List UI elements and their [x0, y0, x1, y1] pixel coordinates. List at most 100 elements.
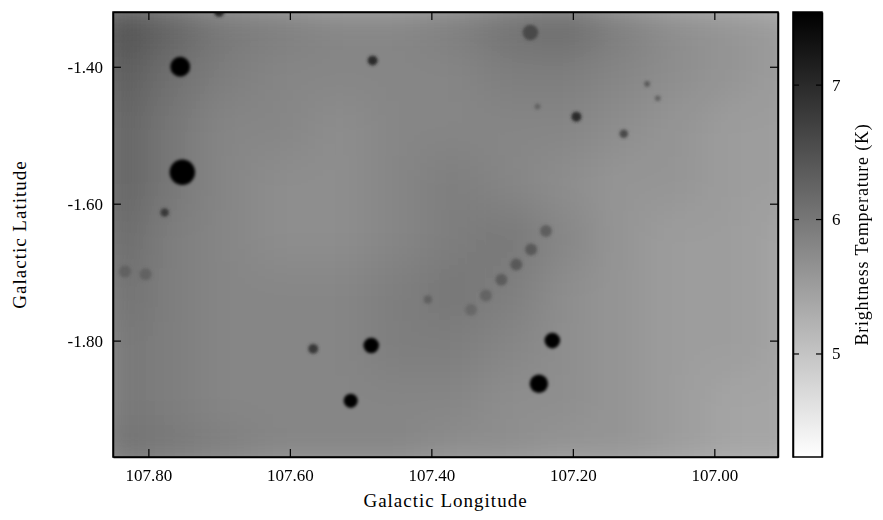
cell: [764, 320, 778, 375]
tick-label: 107.20: [550, 466, 597, 485]
cell: [311, 211, 368, 266]
axis-line: [822, 13, 824, 458]
source: [424, 295, 432, 303]
cell: [651, 375, 708, 430]
cell: [368, 211, 425, 266]
cell: [764, 12, 778, 47]
cell: [311, 156, 368, 211]
cell: [764, 101, 778, 156]
source: [170, 57, 190, 77]
tick-label: 7: [832, 76, 841, 95]
tick-mark: [816, 353, 822, 354]
cell: [311, 430, 368, 457]
cell: [254, 46, 311, 101]
cell: [537, 156, 594, 211]
cell: [707, 265, 764, 320]
source: [308, 344, 318, 354]
source: [344, 394, 358, 408]
tick: [793, 85, 799, 86]
cell: [651, 46, 708, 101]
x-axis: 107.80107.60107.40107.20107.00: [114, 449, 779, 485]
cell: [141, 320, 198, 375]
tick: 107.00: [691, 449, 738, 485]
cell: [311, 265, 368, 320]
tick-label: -1.80: [68, 332, 103, 351]
cell: [707, 211, 764, 266]
cell: [254, 265, 311, 320]
y-axis-right: [770, 13, 779, 458]
cell: [311, 12, 368, 47]
cell: [368, 101, 425, 156]
x-axis-top: [114, 12, 779, 20]
tick: 107.60: [267, 449, 314, 485]
tick: -1.40: [68, 58, 121, 77]
axis-line: [114, 457, 779, 459]
tick-mark: [573, 449, 574, 457]
cell: [141, 211, 198, 266]
cell: [254, 156, 311, 211]
tick-mark: [148, 449, 149, 457]
tick-mark: [290, 449, 291, 457]
cell: [594, 375, 651, 430]
cell: [537, 211, 594, 266]
cell: [424, 156, 481, 211]
cells: [113, 12, 778, 457]
tick-mark: [113, 204, 121, 205]
tick: [148, 12, 149, 20]
cell: [311, 46, 368, 101]
cell: [481, 430, 538, 457]
cell: [254, 430, 311, 457]
tick-label: -1.40: [68, 58, 103, 77]
tick-mark: [714, 449, 715, 457]
tick-mark: [770, 341, 778, 342]
cell: [254, 320, 311, 375]
cell: [481, 375, 538, 430]
cell: [481, 211, 538, 266]
cell: [707, 101, 764, 156]
tick-mark: [113, 341, 121, 342]
cell: [594, 156, 651, 211]
cell: [141, 430, 198, 457]
source: [545, 333, 561, 349]
tick-mark: [816, 84, 822, 85]
cell: [198, 46, 255, 101]
tick: 107.20: [550, 449, 597, 485]
filament-blob: [540, 225, 552, 237]
tick: [770, 341, 778, 342]
cell: [481, 101, 538, 156]
cell: [651, 12, 708, 47]
cell: [311, 101, 368, 156]
cell: [198, 211, 255, 266]
cell: [198, 101, 255, 156]
y-axis-title: Galactic Latitude: [9, 160, 30, 308]
tick-label: 107.00: [691, 466, 738, 485]
colorbar-axis: 567: [816, 13, 841, 458]
cell: [537, 430, 594, 457]
y-axis: -1.40-1.60-1.80: [68, 13, 121, 458]
tick: [431, 12, 432, 20]
tick-mark: [793, 353, 799, 354]
cell: [368, 46, 425, 101]
cell: [594, 12, 651, 47]
cell: [368, 12, 425, 47]
cell: [651, 320, 708, 375]
cell: [113, 265, 142, 320]
cell: [707, 430, 764, 457]
tick: [770, 204, 778, 205]
cell: [113, 101, 142, 156]
cell: [707, 46, 764, 101]
cell: [537, 101, 594, 156]
cell: [594, 101, 651, 156]
filament-blob: [465, 304, 477, 316]
cell: [254, 211, 311, 266]
cell: [198, 265, 255, 320]
cell: [707, 156, 764, 211]
tick-mark: [573, 12, 574, 20]
cell: [368, 430, 425, 457]
source: [170, 159, 195, 184]
cell: [764, 156, 778, 211]
filament-blob: [525, 244, 537, 256]
cell: [141, 101, 198, 156]
filament-blob: [140, 268, 152, 280]
tick-mark: [148, 12, 149, 20]
